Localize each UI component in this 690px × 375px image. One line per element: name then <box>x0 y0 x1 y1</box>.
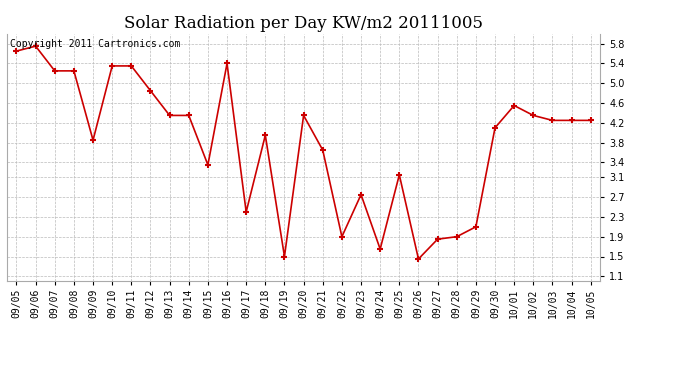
Title: Solar Radiation per Day KW/m2 20111005: Solar Radiation per Day KW/m2 20111005 <box>124 15 483 32</box>
Text: Copyright 2011 Cartronics.com: Copyright 2011 Cartronics.com <box>10 39 180 49</box>
